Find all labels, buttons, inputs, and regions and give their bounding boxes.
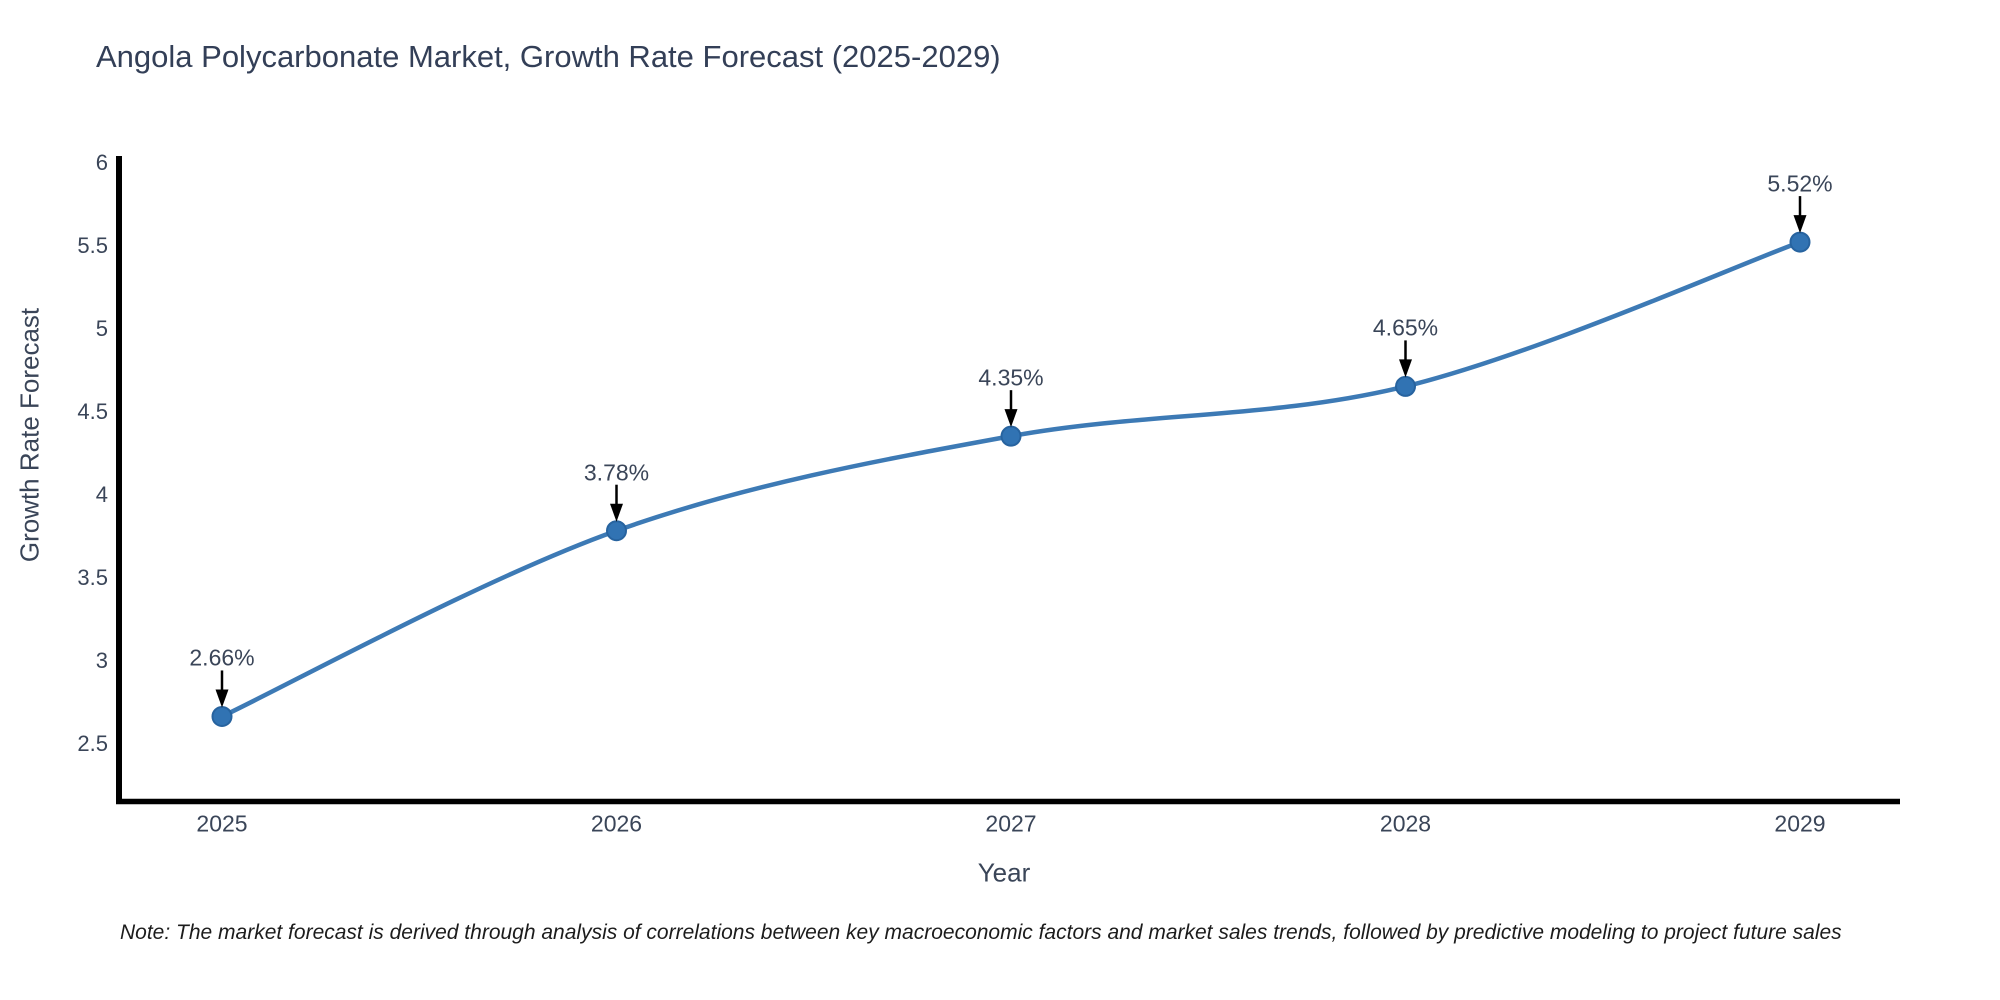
y-tick-label-5.5: 5.5 — [77, 232, 108, 258]
value-label-2025: 2.66% — [189, 644, 255, 671]
value-label-2028: 4.65% — [1372, 314, 1439, 341]
data-point-2028 — [1395, 375, 1416, 397]
forecast-line — [219, 239, 1803, 719]
annotation-arrowhead-2026 — [610, 503, 623, 522]
chart-title: Angola Polycarbonate Market, Growth Rate… — [96, 39, 1001, 74]
x-tick-label-2026: 2026 — [590, 810, 643, 837]
value-label-2026: 3.78% — [583, 459, 650, 486]
x-axis-title: Year — [977, 857, 1031, 888]
data-point-2029 — [1789, 231, 1811, 253]
y-tick-label-4: 4 — [95, 481, 108, 507]
x-tick-label-2029: 2029 — [1774, 810, 1826, 837]
x-tick-label-2027: 2027 — [985, 810, 1037, 837]
x-tick-label-2025: 2025 — [196, 810, 248, 837]
footnote: Note: The market forecast is derived thr… — [120, 921, 1842, 944]
data-point-2026 — [606, 520, 627, 542]
value-label-2029: 5.52% — [1767, 170, 1833, 197]
value-label-2027: 4.35% — [978, 364, 1044, 391]
annotation-arrowhead-2027 — [1004, 409, 1018, 428]
annotation-arrowhead-2025 — [215, 689, 229, 708]
annotation-arrowhead-2029 — [1793, 215, 1807, 234]
y-tick-label-3: 3 — [95, 647, 108, 673]
y-tick-label-4.5: 4.5 — [77, 398, 108, 424]
y-tick-label-5: 5 — [95, 315, 108, 341]
y-tick-label-2.5: 2.5 — [77, 730, 108, 756]
data-point-2027 — [1000, 425, 1022, 447]
y-tick-label-3.5: 3.5 — [77, 564, 108, 590]
x-tick-label-2028: 2028 — [1379, 810, 1432, 837]
y-tick-label-6: 6 — [95, 149, 108, 175]
data-point-2025 — [211, 705, 233, 727]
annotation-arrowhead-2028 — [1399, 359, 1412, 378]
